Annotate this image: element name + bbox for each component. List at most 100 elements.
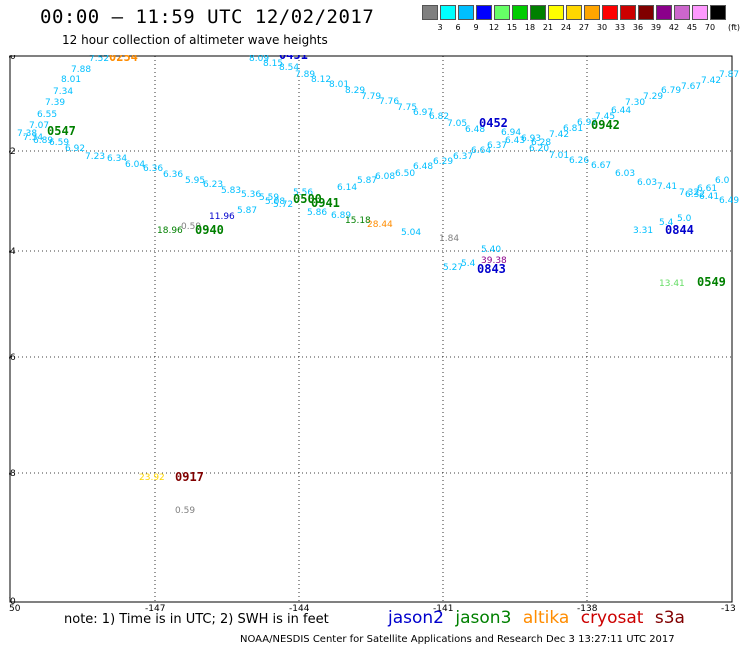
colorbar-swatch: [674, 5, 690, 20]
map-title: 00:00 – 11:59 UTC 12/02/2017: [40, 6, 375, 28]
wave-height-value: 6.23: [203, 180, 223, 190]
wave-height-value: 7.05: [447, 119, 467, 129]
legend-altika: altika: [522, 608, 570, 628]
wave-height-value: 7.34: [53, 87, 73, 97]
colorbar-swatch: [656, 5, 672, 20]
wave-height-value: 6.93: [521, 134, 541, 144]
wave-height-value: 6.26: [569, 156, 589, 166]
wave-height-value: 6.81: [563, 124, 583, 134]
colorbar-swatch: [638, 5, 654, 20]
wave-height-value: 6.29: [433, 157, 453, 167]
wave-height-value: 5.56: [293, 188, 313, 198]
pass-time-label: 0941: [311, 196, 340, 210]
wave-height-value: 6.61: [697, 184, 717, 194]
wave-height-value: 7.67: [681, 82, 701, 92]
wave-height-value: 7.34: [23, 133, 43, 143]
pass-time-label: 0452: [479, 116, 508, 130]
longitude-label: -147: [145, 604, 165, 611]
wave-height-value: 39.38: [481, 256, 507, 266]
legend-s3a: s3a: [654, 608, 685, 628]
wave-height-value: 8.12: [311, 75, 331, 85]
wave-height-value: 5.87: [357, 176, 377, 186]
wave-height-value: 6.03: [637, 178, 657, 188]
wave-height-value: 6.0: [715, 176, 730, 186]
wave-height-value: 7.23: [85, 152, 105, 162]
wave-height-value: 7.01: [549, 151, 569, 161]
longitude-label: -144: [289, 604, 310, 611]
latitude-label: -70: [9, 597, 16, 607]
colorbar-label: 70: [704, 23, 716, 32]
wave-height-value: 8.29: [345, 86, 365, 96]
wave-height-value: 5.59: [259, 193, 279, 203]
credit-line: NOAA/NESDIS Center for Satellite Applica…: [240, 634, 675, 645]
wave-height-value: 5.40: [481, 245, 501, 255]
wave-height-value: 8.15: [263, 59, 283, 69]
legend-jason3: jason3: [455, 608, 512, 628]
wave-height-value: 6.89: [331, 211, 351, 221]
wave-height-value: 7.45: [595, 112, 615, 122]
wave-height-value: 6.44: [611, 106, 631, 116]
pass-time-label: 0547: [47, 124, 76, 138]
colorbar-swatch: [512, 5, 528, 20]
colorbar-label: 30: [596, 23, 608, 32]
wave-height-value: 6.97: [413, 108, 433, 118]
wave-height-value: 18.96: [157, 226, 183, 236]
wave-height-value: 6.50: [395, 169, 415, 179]
wave-height-value: 8.09: [249, 55, 269, 64]
wave-height-value: 6.97: [577, 118, 597, 128]
colorbar-swatch: [620, 5, 636, 20]
pass-time-label: 0500: [293, 192, 322, 206]
wave-height-value: 6.34: [107, 154, 127, 164]
colorbar-label: 36: [632, 23, 644, 32]
wave-height-value: 6.04: [125, 160, 145, 170]
wave-height-value: 5.72: [273, 200, 293, 210]
satellite-legend: jason2 jason3 altika cryosat s3a: [388, 608, 691, 628]
longitude-label: -141: [433, 604, 453, 611]
wave-height-value: 7.88: [71, 65, 91, 75]
colorbar-label: 18: [524, 23, 536, 32]
wave-height-value: 0.59: [181, 222, 201, 232]
wave-height-value: 5.27: [443, 263, 463, 273]
wave-height-value: 3.31: [633, 226, 653, 236]
wave-height-value: 6.59: [49, 138, 69, 148]
wave-height-value: 6.03: [615, 169, 635, 179]
wave-height-value: 6.82: [429, 112, 449, 122]
longitude-label: -138: [577, 604, 598, 611]
wave-height-value: 6.92: [65, 144, 85, 154]
wave-height-value: 7.29: [643, 92, 663, 102]
wave-height-value: 7.87: [719, 70, 739, 80]
wave-height-value: 6.32: [685, 190, 705, 200]
pass-time-label: 0451: [279, 55, 308, 62]
colorbar-swatch: [458, 5, 474, 20]
wave-height-value: 6.43: [505, 136, 525, 146]
colorbar-label: 12: [488, 23, 500, 32]
colorbar-swatch: [476, 5, 492, 20]
pass-time-label: 0843: [477, 262, 506, 276]
wave-height-value: 7.30: [625, 98, 645, 108]
legend-cryosat: cryosat: [580, 608, 644, 628]
colorbar-label: 21: [542, 23, 554, 32]
wave-height-value: 7.76: [379, 97, 399, 107]
wave-height-value: 6.37: [453, 152, 473, 162]
wave-height-value: 28.44: [367, 220, 393, 230]
wave-height-value: 8.54: [279, 63, 299, 73]
colorbar-label: 27: [578, 23, 590, 32]
wave-height-value: 6.36: [163, 170, 183, 180]
wave-height-value: 5.04: [401, 228, 421, 238]
wave-height-value: 6.48: [413, 162, 433, 172]
longitude-label: -150: [9, 604, 21, 611]
colorbar-swatch: [566, 5, 582, 20]
wave-height-value: 6.67: [591, 161, 611, 171]
colorbar-swatch: [584, 5, 600, 20]
wave-height-value: 6.89: [33, 136, 53, 146]
colorbar-label: 9: [473, 23, 479, 32]
wave-height-value: 6.48: [465, 125, 485, 135]
wave-height-value: 6.94: [501, 128, 521, 138]
wave-height-value: 6.64: [471, 146, 491, 156]
legend-jason2: jason2: [388, 608, 444, 628]
wave-height-value: 0.59: [175, 506, 195, 516]
wave-height-value: 7.89: [295, 70, 315, 80]
wave-height-value: 7.42: [701, 76, 721, 86]
footnote: note: 1) Time is in UTC; 2) SWH is in fe…: [64, 612, 329, 627]
colorbar-unit: (ft): [727, 23, 740, 32]
